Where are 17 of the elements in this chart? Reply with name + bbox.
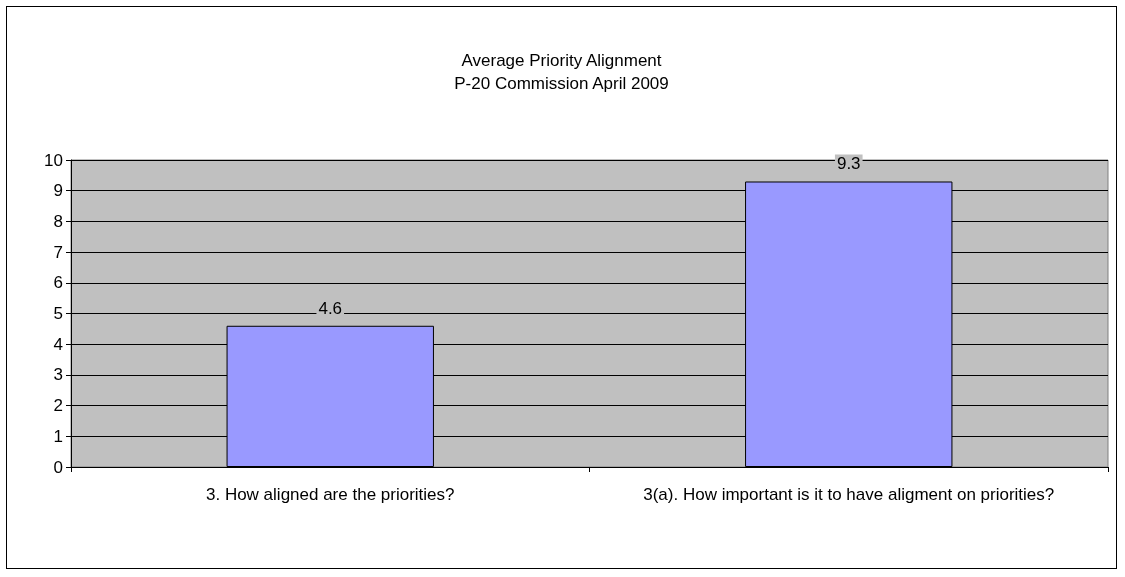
data-label: 9.3 bbox=[836, 154, 861, 174]
y-tick-label: 8 bbox=[53, 211, 63, 231]
y-tick-label: 6 bbox=[53, 273, 63, 293]
y-tick-label: 4 bbox=[53, 334, 63, 354]
y-tick-label: 10 bbox=[44, 150, 63, 170]
y-tick-label: 9 bbox=[53, 181, 63, 201]
y-tick-label: 7 bbox=[53, 242, 63, 262]
y-tick-label: 0 bbox=[53, 457, 63, 477]
y-tick-label: 2 bbox=[53, 396, 63, 416]
chart-title: Average Priority Alignment bbox=[461, 51, 662, 70]
y-tick-label: 5 bbox=[53, 304, 63, 323]
chart-subtitle: P-20 Commission April 2009 bbox=[454, 74, 669, 93]
y-tick-label: 3 bbox=[53, 365, 63, 385]
y-tick-label: 1 bbox=[53, 426, 63, 446]
x-tick-label: 3(a). How important is it to have aligment on priorities? bbox=[643, 484, 1055, 504]
x-tick-label: 3. How aligned are the priorities? bbox=[205, 484, 455, 504]
data-label: 4.6 bbox=[318, 298, 343, 318]
